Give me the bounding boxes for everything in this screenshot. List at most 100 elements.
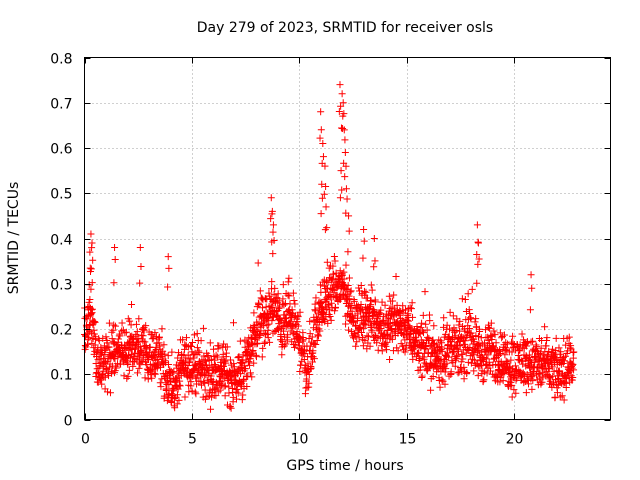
tick-labels: 0 5 10 15 20 0 0.1 0.2 0.3 0.4 0.5 0.6 0.7 0.8 <box>50 52 523 448</box>
data-point <box>518 330 526 338</box>
data-point <box>206 339 214 347</box>
data-point <box>320 316 328 324</box>
data-point <box>455 321 463 329</box>
data-point <box>510 386 518 394</box>
data-point <box>128 300 136 308</box>
data-point <box>449 312 457 320</box>
data-point <box>321 162 329 170</box>
data-point <box>322 277 330 285</box>
data-point <box>199 324 207 332</box>
data-point <box>173 391 181 399</box>
data-point <box>263 330 271 338</box>
x-axis-label: GPS time / hours <box>286 458 403 474</box>
data-point <box>254 259 262 267</box>
data-point <box>110 279 118 287</box>
data-point <box>445 325 453 333</box>
data-point <box>139 332 147 340</box>
data-point <box>545 364 553 372</box>
data-point <box>184 362 192 370</box>
data-point <box>337 167 345 175</box>
data-point <box>317 300 325 308</box>
data-point <box>223 343 231 351</box>
data-point <box>285 274 293 282</box>
data-point <box>307 364 315 372</box>
data-point <box>308 333 316 341</box>
x-tick-label: 20 <box>506 432 524 448</box>
data-point <box>419 311 427 319</box>
data-point <box>142 322 150 330</box>
data-point <box>491 331 499 339</box>
data-point <box>312 294 320 302</box>
data-point <box>344 296 352 304</box>
data-point <box>100 359 108 367</box>
data-point <box>280 301 288 309</box>
data-point <box>414 349 422 357</box>
data-point <box>523 342 531 350</box>
data-point <box>552 334 560 342</box>
data-point <box>141 374 149 382</box>
data-point <box>270 236 278 244</box>
data-point <box>279 281 287 289</box>
data-point <box>371 257 379 265</box>
data-point <box>171 404 179 412</box>
data-point <box>312 341 320 349</box>
data-point <box>111 244 119 252</box>
data-point <box>193 330 201 338</box>
data-point <box>212 351 220 359</box>
data-point <box>458 350 466 358</box>
data-point <box>446 308 454 316</box>
data-point <box>200 378 208 386</box>
data-point <box>328 285 336 293</box>
data-point <box>464 328 472 336</box>
data-point <box>88 305 96 313</box>
data-point <box>221 392 229 400</box>
data-point <box>234 389 242 397</box>
data-point <box>114 335 122 343</box>
data-point <box>416 363 424 371</box>
data-point <box>303 375 311 383</box>
data-point <box>225 383 233 391</box>
data-point <box>157 363 165 371</box>
y-tick-label: 0.1 <box>50 368 72 384</box>
y-tick-label: 0.8 <box>50 52 72 68</box>
data-point <box>509 340 517 348</box>
tick-marks <box>84 57 611 421</box>
data-point <box>309 347 317 355</box>
data-point <box>246 369 254 377</box>
data-point <box>470 356 478 364</box>
data-point <box>408 299 416 307</box>
data-point <box>340 268 348 276</box>
data-point <box>460 375 468 383</box>
data-point <box>175 396 183 404</box>
data-point <box>318 180 326 188</box>
data-point <box>179 336 187 344</box>
data-point <box>214 353 222 361</box>
y-tick-label: 0.7 <box>50 97 72 113</box>
data-point <box>447 368 455 376</box>
data-point <box>323 258 331 266</box>
grid-layer <box>84 57 611 420</box>
data-point <box>200 356 208 364</box>
data-point <box>466 310 474 318</box>
x-tick-label: 5 <box>188 432 197 448</box>
data-point <box>473 341 481 349</box>
data-point <box>122 345 130 353</box>
data-point <box>85 321 93 329</box>
data-point <box>472 315 480 323</box>
data-point <box>319 139 327 147</box>
data-point <box>161 350 169 358</box>
data-point <box>424 333 432 341</box>
data-point <box>418 319 426 327</box>
data-point <box>338 90 346 98</box>
data-point <box>390 291 398 299</box>
data-point <box>103 365 111 373</box>
data-point <box>269 228 277 236</box>
data-point <box>345 212 353 220</box>
data-point <box>96 362 104 370</box>
data-point <box>390 305 398 313</box>
data-point <box>317 108 325 116</box>
data-point <box>296 367 304 375</box>
data-point <box>341 136 349 144</box>
data-point <box>226 403 234 411</box>
data-point <box>560 357 568 365</box>
